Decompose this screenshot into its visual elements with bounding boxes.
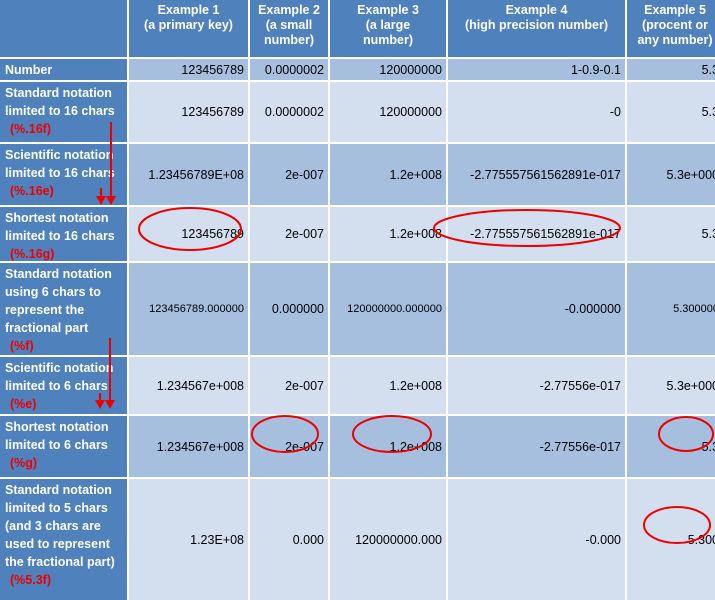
table-cell: 5.3: [627, 416, 715, 477]
corner-header: [0, 0, 127, 57]
row-label: Scientific notation limited to 16 chars (…: [0, 144, 127, 205]
table-cell: 5.300: [627, 479, 715, 600]
format-specifier: (%f): [10, 339, 34, 353]
table-cell: 120000000: [330, 82, 446, 142]
format-specifier: (%g): [10, 456, 38, 470]
row-label-text: Number: [5, 62, 53, 77]
table-cell: 2e-007: [250, 207, 328, 261]
row-label-text: Scientific notation limited to 16 chars: [5, 148, 115, 180]
table-cell: -2.77556e-017: [448, 416, 625, 477]
table-cell: 5.3: [627, 59, 715, 80]
table-cell: 120000000.000000: [330, 263, 446, 355]
table-cell: -0.000: [448, 479, 625, 600]
table-cell: 1.2e+008: [330, 207, 446, 261]
table-cell: -2.77556e-017: [448, 357, 625, 414]
highlight-ellipse: [433, 209, 621, 247]
highlight-ellipse: [138, 207, 242, 251]
format-specifier: (%.16f): [10, 122, 51, 136]
table-cell: 2e-007: [250, 144, 328, 205]
format-specifier: (%.16e): [10, 184, 54, 198]
table-cell: -0: [448, 82, 625, 142]
table-cell: 0.0000002: [250, 59, 328, 80]
row-label: Scientific notation limited to 6 chars (%…: [0, 357, 127, 414]
column-header: Example 1 (a primary key): [129, 0, 248, 57]
row-label: Number: [0, 59, 127, 80]
column-header: Example 5 (procent or any number): [627, 0, 715, 57]
row-label: Standard notation using 6 chars to repre…: [0, 263, 127, 355]
table-cell: 123456789: [129, 82, 248, 142]
table-cell: 1.234567e+008: [129, 416, 248, 477]
arrow-head-icon: [106, 196, 116, 205]
row-label-text: Standard notation limited to 5 chars (an…: [5, 483, 115, 569]
table-cell: 5.3: [627, 82, 715, 142]
table-cell: 5.3e+000: [627, 144, 715, 205]
table-cell: 123456789: [129, 59, 248, 80]
arrow-head-icon: [96, 196, 106, 205]
table-cell: 1.2e+008: [330, 357, 446, 414]
highlight-ellipse: [251, 415, 319, 453]
row-label: Standard notation limited to 16 chars (%.…: [0, 82, 127, 142]
table-cell: 1.2e+008: [330, 144, 446, 205]
table-cell: 1-0.9-0.1: [448, 59, 625, 80]
table-cell: 5.3: [627, 207, 715, 261]
format-specifier: (%e): [10, 397, 37, 411]
highlight-ellipse: [643, 506, 711, 544]
table-cell: 120000000: [330, 59, 446, 80]
table-cell: 1.23456789E+08: [129, 144, 248, 205]
row-label: Shortest notation limited to 16 chars (%.…: [0, 207, 127, 261]
arrow-head-icon: [95, 400, 105, 409]
arrow-head-icon: [105, 400, 115, 409]
table-cell: 123456789.000000: [129, 263, 248, 355]
row-label-text: Standard notation using 6 chars to repre…: [5, 267, 112, 335]
row-label-text: Shortest notation limited to 6 chars: [5, 420, 109, 452]
row-label: Standard notation limited to 5 chars (an…: [0, 479, 127, 600]
row-label: Shortest notation limited to 6 chars (%g): [0, 416, 127, 477]
column-header: Example 3 (a large number): [330, 0, 446, 57]
table-cell: -2.775557561562891e-017: [448, 144, 625, 205]
column-header: Example 4 (high precision number): [448, 0, 625, 57]
table-cell: -0.000000: [448, 263, 625, 355]
highlight-ellipse: [658, 416, 714, 452]
annotation-overlay: [95, 122, 714, 544]
row-label-text: Scientific notation limited to 6 chars: [5, 361, 114, 393]
format-specifier: (%5.3f): [10, 573, 51, 587]
table-cell: 1.234567e+008: [129, 357, 248, 414]
table-cell: 120000000.000: [330, 479, 446, 600]
highlight-ellipse: [352, 415, 432, 453]
table-cell: 2e-007: [250, 357, 328, 414]
row-label-text: Shortest notation limited to 16 chars: [5, 211, 115, 243]
table-cell: 5.300000: [627, 263, 715, 355]
format-specifier: (%.16g): [10, 247, 55, 261]
table-cell: 1.23E+08: [129, 479, 248, 600]
table-cell: 0.0000002: [250, 82, 328, 142]
column-header: Example 2 (a small number): [250, 0, 328, 57]
table-cell: 0.000000: [250, 263, 328, 355]
table-cell: 0.000: [250, 479, 328, 600]
table-cell: 5.3e+000: [627, 357, 715, 414]
row-label-text: Standard notation limited to 16 chars: [5, 86, 115, 118]
